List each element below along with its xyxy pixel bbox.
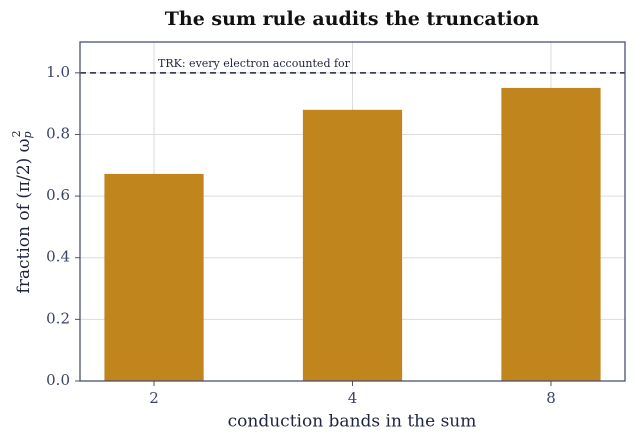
chart-title: The sum rule audits the truncation xyxy=(165,8,540,30)
y-label-sup: 2 xyxy=(10,130,23,137)
y-label-text: fraction of (π/2) ω xyxy=(14,138,34,293)
plot-frame xyxy=(79,41,626,382)
y-axis-label: fraction of (π/2) ωp2 xyxy=(10,130,34,293)
bar xyxy=(302,109,403,382)
y-tick-label: 0.6 xyxy=(46,186,70,204)
y-label-sub: p xyxy=(21,131,34,138)
marks: 0.0 0.2 0.4 0.6 0.8 1.0 2 4 8 TRK: every electron… xyxy=(46,57,625,407)
y-tick-label: 0.2 xyxy=(46,309,70,327)
y-tick-label: 0.8 xyxy=(46,124,70,142)
x-axis-label: conduction bands in the sum xyxy=(228,412,477,432)
bar xyxy=(104,173,204,381)
x-tick-label: 2 xyxy=(149,389,159,407)
reference-label: TRK: every electron accounted for xyxy=(158,57,351,70)
y-tick-label: 1.0 xyxy=(46,63,70,81)
bar xyxy=(501,87,601,381)
x-tick-label: 8 xyxy=(546,389,556,407)
x-tick-label: 4 xyxy=(348,389,358,407)
y-tick-label: 0.4 xyxy=(46,248,70,266)
y-tick-label: 0.0 xyxy=(46,371,70,389)
